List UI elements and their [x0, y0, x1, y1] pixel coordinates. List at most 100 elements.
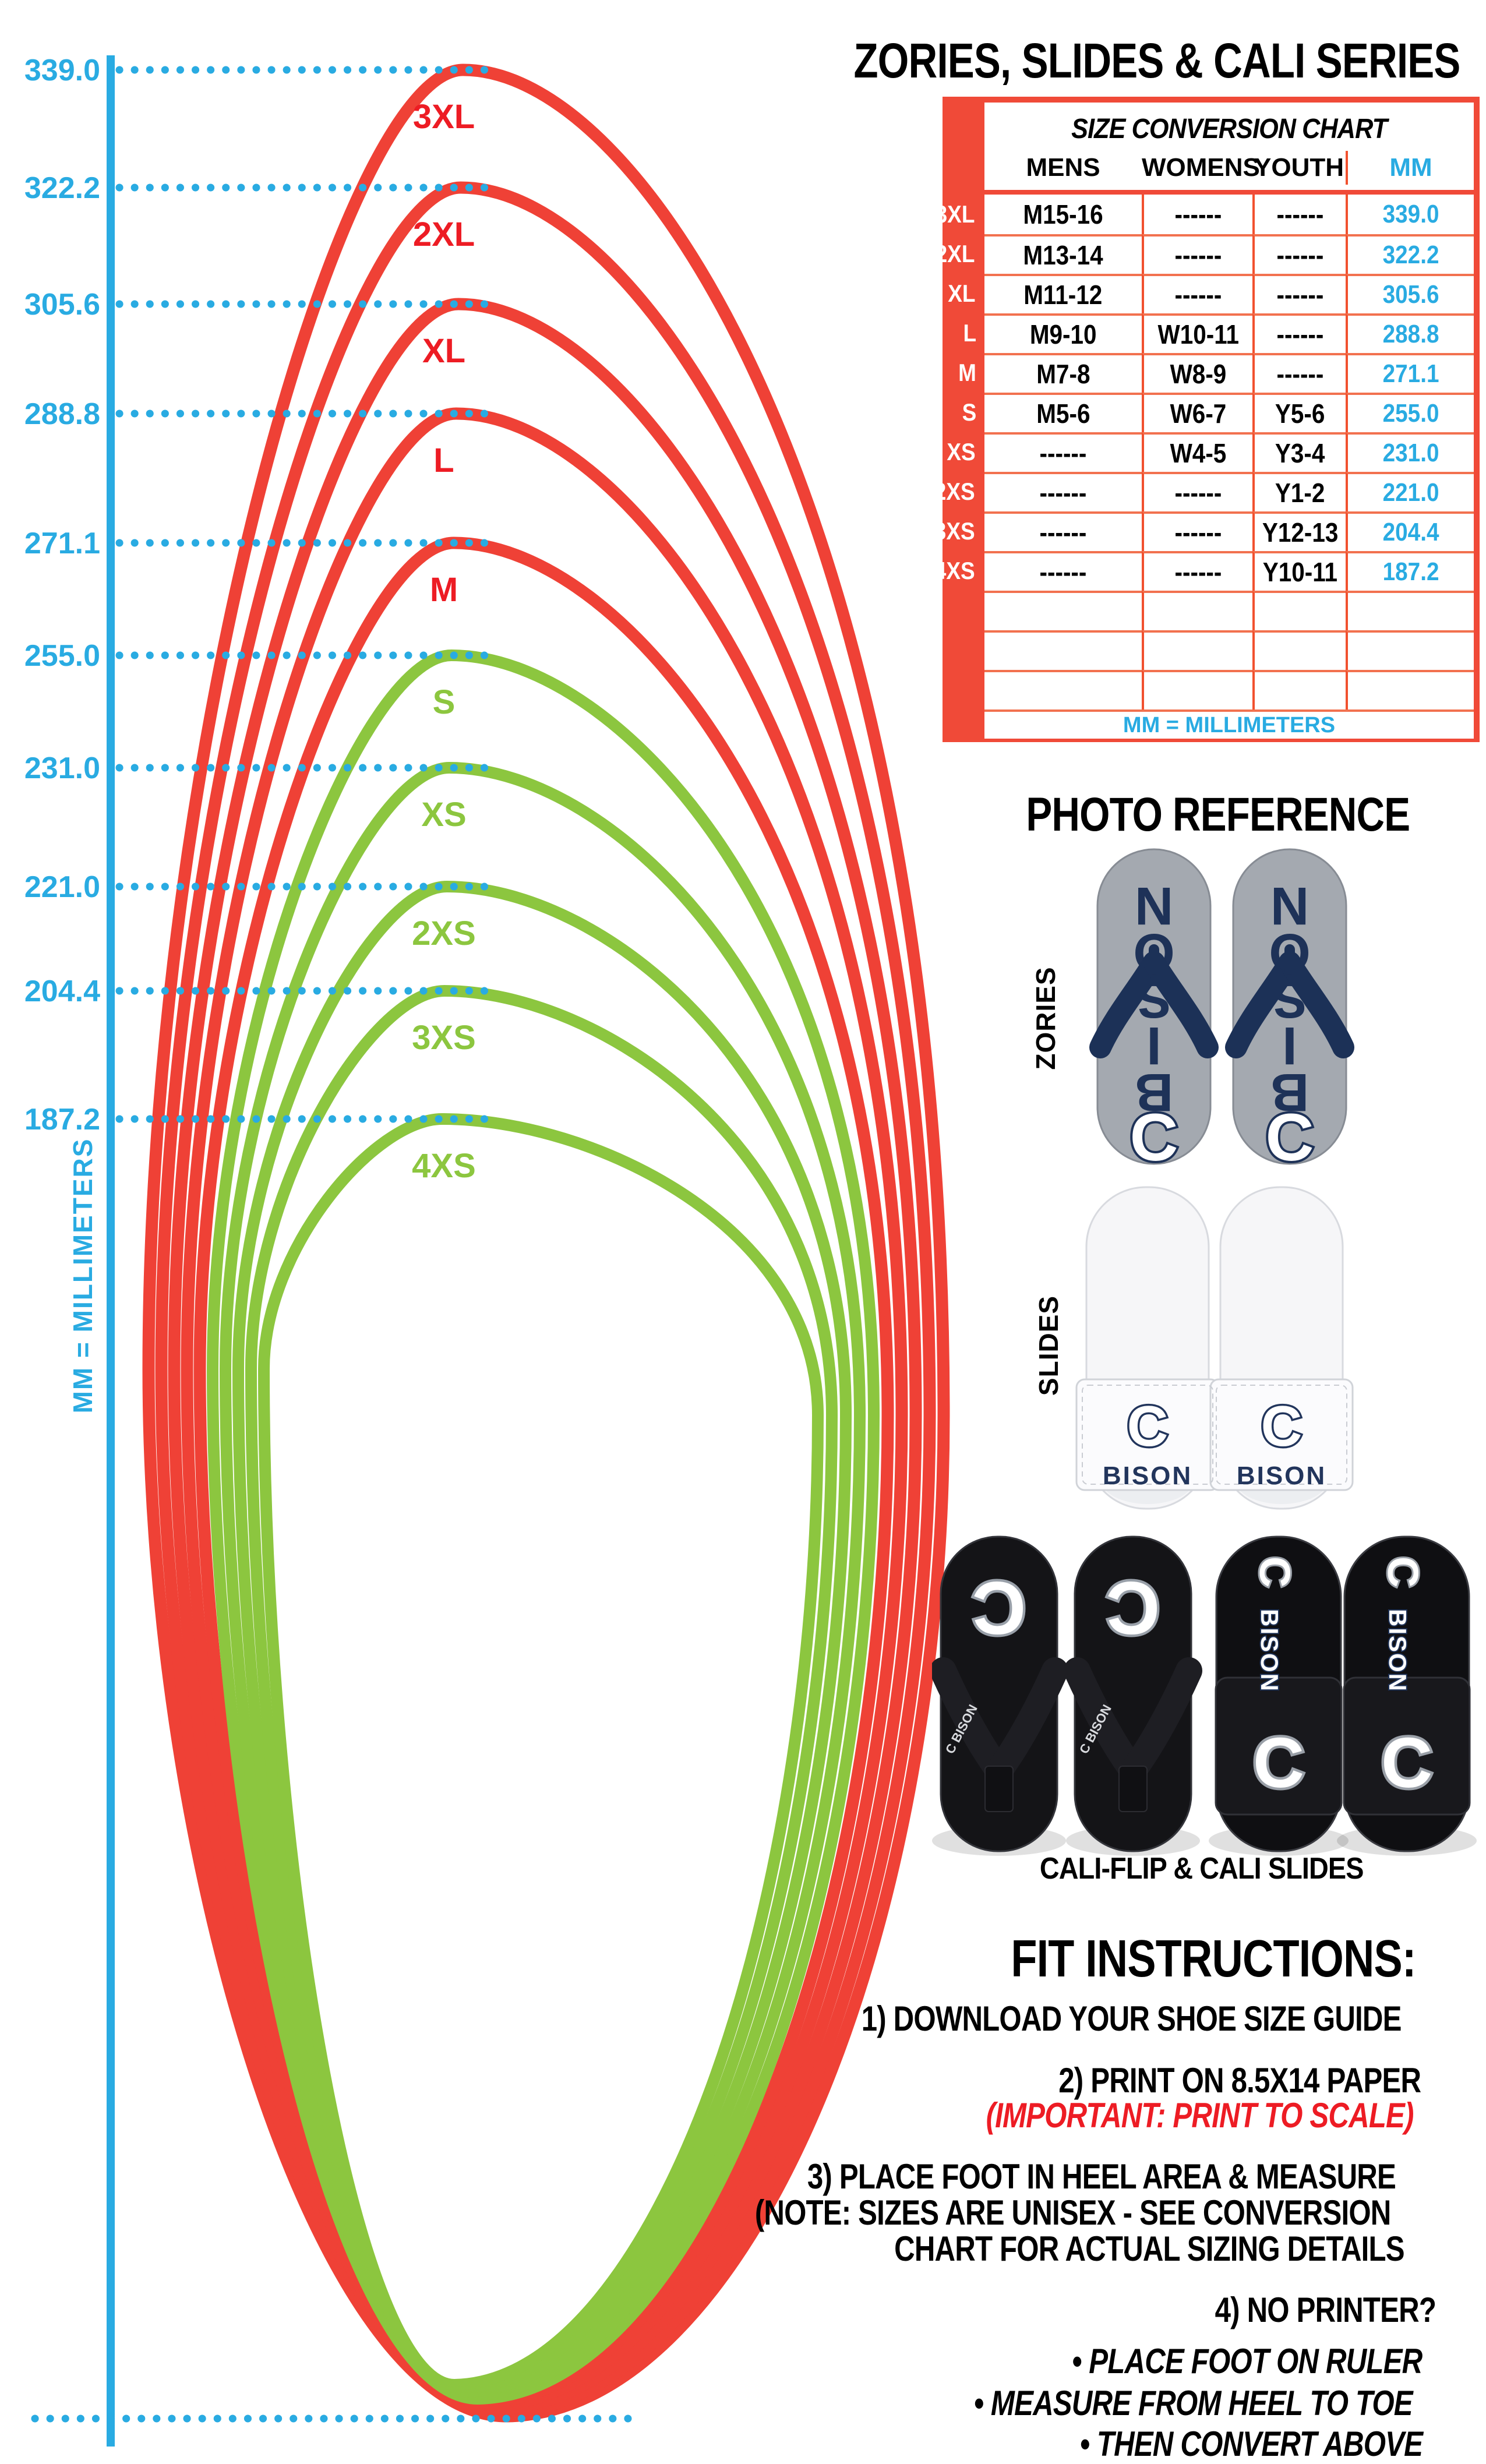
table-cell-mens: ------	[984, 432, 1142, 472]
table-cell-mm: 231.0	[1346, 432, 1474, 472]
fit-note-line-2-text: CHART FOR ACTUAL SIZING DETAILS	[894, 2229, 1404, 2268]
table-cell-mm	[1346, 670, 1474, 709]
fit-instructions-heading: FIT INSTRUCTIONS:	[966, 1929, 1460, 1989]
table-cell-mens: M15-16	[984, 195, 1142, 234]
table-row	[948, 670, 1474, 709]
slides-right-strap	[1209, 1378, 1354, 1491]
table-cell-mens	[984, 591, 1142, 630]
cali-slide-toe-word: BISON	[1384, 1609, 1411, 1692]
fit-step-1: 1) DOWNLOAD YOUR SHOE SIZE GUIDE	[802, 1999, 1460, 2039]
table-cell-mm	[1346, 630, 1474, 670]
cali-slide-toe-letter: C	[1251, 1556, 1299, 1587]
cali-slide-strap-letter: C	[1253, 1723, 1304, 1802]
table-cell-womens: ------	[1142, 551, 1252, 591]
column-header-mm: MM	[1346, 151, 1474, 185]
table-cell-size: XS	[947, 438, 976, 465]
size-label-3XS: 3XS	[412, 1019, 476, 1057]
table-cell-youth: Y1-2	[1252, 472, 1346, 511]
table-cell-youth: Y12-13	[1252, 511, 1346, 551]
slides-logo-text: C BISON C BISON	[1103, 1392, 1326, 1491]
table-row: 3XS ------ ------ Y12-13 204.4	[934, 511, 1474, 551]
table-cell-youth	[1252, 670, 1346, 709]
table-cell-mens: ------	[984, 472, 1142, 511]
table-cell-size: 4XS	[934, 557, 975, 584]
table-row: L M9-10 W10-11 ------ 288.8	[948, 313, 1474, 353]
fit-bullet-1-text: • PLACE FOOT ON RULER	[1071, 2342, 1423, 2381]
cali-slide-left-strap	[1215, 1676, 1343, 1816]
table-header: SIZE CONVERSION CHART MENS WOMENS YOUTH …	[984, 103, 1474, 190]
zories-logo-word-letter: I	[1146, 1016, 1162, 1075]
slides-left-stitching	[1082, 1385, 1213, 1485]
fit-bullet-3-text: • THEN CONVERT ABOVE	[1079, 2424, 1423, 2463]
fit-note-line-1: (NOTE: SIZES ARE UNISEX - SEE CONVERSION	[685, 2193, 1460, 2233]
table-cell-mens: M7-8	[984, 353, 1142, 393]
foot-outline-4XS	[257, 1113, 824, 2391]
slides-logo-word: BISON	[1103, 1462, 1192, 1490]
table-cell-mens: ------	[984, 551, 1142, 591]
zories-left-sole	[1096, 848, 1212, 1165]
table-cell-youth: ------	[1252, 195, 1346, 234]
fit-step-2-text: 2) PRINT ON 8.5X14 PAPER	[1058, 2061, 1421, 2100]
slides-logo-word: BISON	[1237, 1462, 1326, 1490]
table-cell-womens: W6-7	[1142, 393, 1252, 432]
page-title: ZORIES, SLIDES & CALI SERIES	[583, 33, 1461, 89]
table-cell-mens: M13-14	[984, 234, 1142, 274]
fit-step-2: 2) PRINT ON 8.5X14 PAPER	[1019, 2060, 1460, 2101]
table-body: 3XL M15-16 ------ ------ 339.0 2XL M13-14 -----…	[934, 195, 1474, 709]
fit-print-warning: (IMPORTANT: PRINT TO SCALE)	[939, 2095, 1460, 2135]
mm-tick-label: 322.2	[24, 171, 100, 205]
slides-right-stitching	[1216, 1385, 1347, 1485]
table-column-headers: MENS WOMENS YOUTH MM	[984, 151, 1474, 185]
fit-step-4: 4) NO PRINTER?	[1191, 2290, 1460, 2330]
cali-slide-strap-letter: C	[1381, 1723, 1432, 1802]
table-cell-mm: 204.4	[1346, 511, 1474, 551]
cali-flip-toe-letter: C	[1106, 1566, 1160, 1649]
table-row	[948, 630, 1474, 670]
fit-step-3: 3) PLACE FOOT IN HEEL AREA & MEASURE	[743, 2156, 1460, 2197]
cali-flip-toe-letter: C	[972, 1566, 1026, 1649]
table-cell-size: 2XL	[935, 240, 975, 267]
zories-logo-word-letter: N	[1270, 876, 1309, 936]
table-cell-youth	[1252, 630, 1346, 670]
size-label-S: S	[433, 683, 456, 721]
table-cell-mm	[1346, 591, 1474, 630]
size-label-3XL: 3XL	[413, 98, 475, 136]
table-cell-womens: ------	[1142, 195, 1252, 234]
mm-tick-label: 231.0	[24, 751, 100, 785]
column-header-womens: WOMENS	[1142, 153, 1260, 182]
fit-bullet-3: • THEN CONVERT ABOVE	[1042, 2424, 1460, 2464]
size-conversion-table: SIZE CONVERSION CHART MENS WOMENS YOUTH …	[934, 97, 1480, 742]
size-label-XS: XS	[421, 796, 466, 834]
table-cell-womens: ------	[1142, 274, 1252, 313]
table-cell-youth: ------	[1252, 274, 1346, 313]
table-cell-youth: ------	[1252, 234, 1346, 274]
table-cell-size: M	[958, 359, 976, 386]
table-cell-size: 3XS	[934, 517, 975, 545]
size-label-2XS: 2XS	[412, 915, 476, 952]
zories-logo-letter: C	[1265, 1100, 1314, 1175]
table-cell-womens: W10-11	[1142, 313, 1252, 353]
photo-reference-heading-text: PHOTO REFERENCE	[1026, 788, 1410, 841]
table-cell-mm: 187.2	[1346, 551, 1474, 591]
table-cell-youth: ------	[1252, 353, 1346, 393]
mm-tick-label: 187.2	[24, 1103, 100, 1136]
table-cell-mm: 305.6	[1346, 274, 1474, 313]
zories-logo-letter: C	[1129, 1100, 1178, 1175]
table-row: XL M11-12 ------ ------ 305.6	[948, 274, 1474, 313]
table-cell-mm: 288.8	[1346, 313, 1474, 353]
table-cell-youth: Y10-11	[1252, 551, 1346, 591]
table-cell-size	[948, 670, 984, 709]
fit-bullet-2-text: • MEASURE FROM HEEL TO TOE	[973, 2384, 1413, 2423]
photo-reference-heading: PHOTO REFERENCE	[948, 788, 1486, 842]
cali-slide-toe-word: BISON	[1256, 1609, 1283, 1692]
table-cell-size: 3XL	[935, 200, 975, 228]
table-cell-size: S	[962, 398, 977, 426]
table-cell-mens	[984, 630, 1142, 670]
mm-tick-label: 221.0	[24, 870, 100, 904]
table-cell-mens: ------	[984, 511, 1142, 551]
cali-slide-toe-logo: C BISON	[1249, 1555, 1301, 1693]
table-cell-youth: ------	[1252, 313, 1346, 353]
size-label-L: L	[433, 442, 454, 479]
